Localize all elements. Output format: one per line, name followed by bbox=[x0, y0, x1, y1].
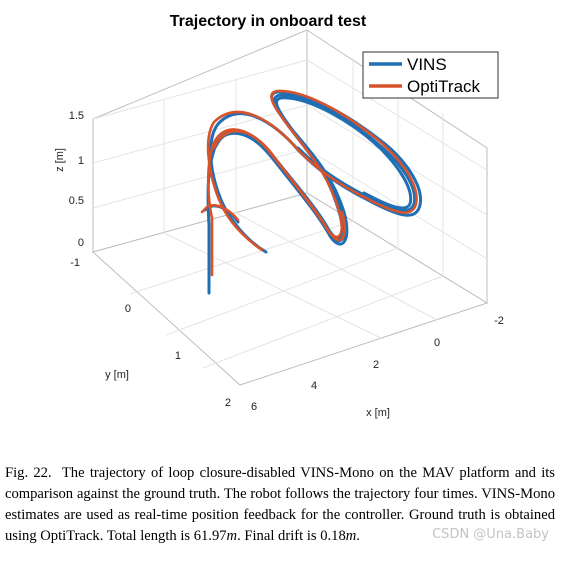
x-axis-label: x [m] bbox=[366, 407, 390, 419]
z-tick: 1 bbox=[78, 155, 84, 167]
series-optitrack bbox=[200, 89, 418, 277]
chart-title: Trajectory in onboard test bbox=[170, 13, 367, 30]
z-tick: 0 bbox=[78, 237, 84, 249]
x-tick: 2 bbox=[373, 359, 379, 371]
trajectory-3d-plot: Trajectory in onboard test bbox=[54, 13, 504, 419]
y-tick: -1 bbox=[70, 257, 80, 269]
y-tick: 0 bbox=[125, 303, 131, 315]
optitrack-path-loop2 bbox=[212, 130, 347, 242]
caption-end: . bbox=[356, 528, 360, 544]
z-axis-label: z [m] bbox=[54, 148, 66, 172]
x-tick: 6 bbox=[251, 401, 257, 413]
x-tick: -2 bbox=[494, 315, 504, 327]
y-tick: 2 bbox=[225, 397, 231, 409]
x-tick: 4 bbox=[311, 380, 317, 392]
y-tick: 1 bbox=[175, 350, 181, 362]
caption-label: Fig. 22. bbox=[5, 465, 52, 481]
z-tick: 0.5 bbox=[69, 195, 84, 207]
legend-box bbox=[362, 51, 499, 99]
caption-text: The trajectory of loop closure-disabled … bbox=[5, 465, 555, 544]
z-tick: 1.5 bbox=[69, 110, 84, 122]
optitrack-path-start bbox=[200, 204, 240, 222]
caption-text-drift: . Final drift is 0.18 bbox=[237, 528, 346, 544]
x-axis: 6 4 2 0 -2 x [m] bbox=[251, 315, 504, 419]
legend-label-vins: VINS bbox=[407, 55, 447, 74]
y-axis-label: y [m] bbox=[105, 369, 129, 381]
legend: VINS OptiTrack bbox=[362, 51, 499, 99]
caption-unit: m bbox=[345, 528, 357, 544]
legend-label-optitrack: OptiTrack bbox=[407, 77, 481, 96]
z-axis: 1.5 1 0.5 0 z [m] bbox=[54, 110, 84, 249]
figure: Trajectory in onboard test bbox=[54, 13, 504, 419]
figure-caption: Fig. 22. The trajectory of loop closure-… bbox=[5, 463, 555, 547]
y-axis: -1 0 1 2 y [m] bbox=[70, 257, 231, 409]
watermark: CSDN @Una.Baby bbox=[432, 527, 549, 542]
caption-unit: m bbox=[226, 528, 238, 544]
x-tick: 0 bbox=[434, 337, 440, 349]
